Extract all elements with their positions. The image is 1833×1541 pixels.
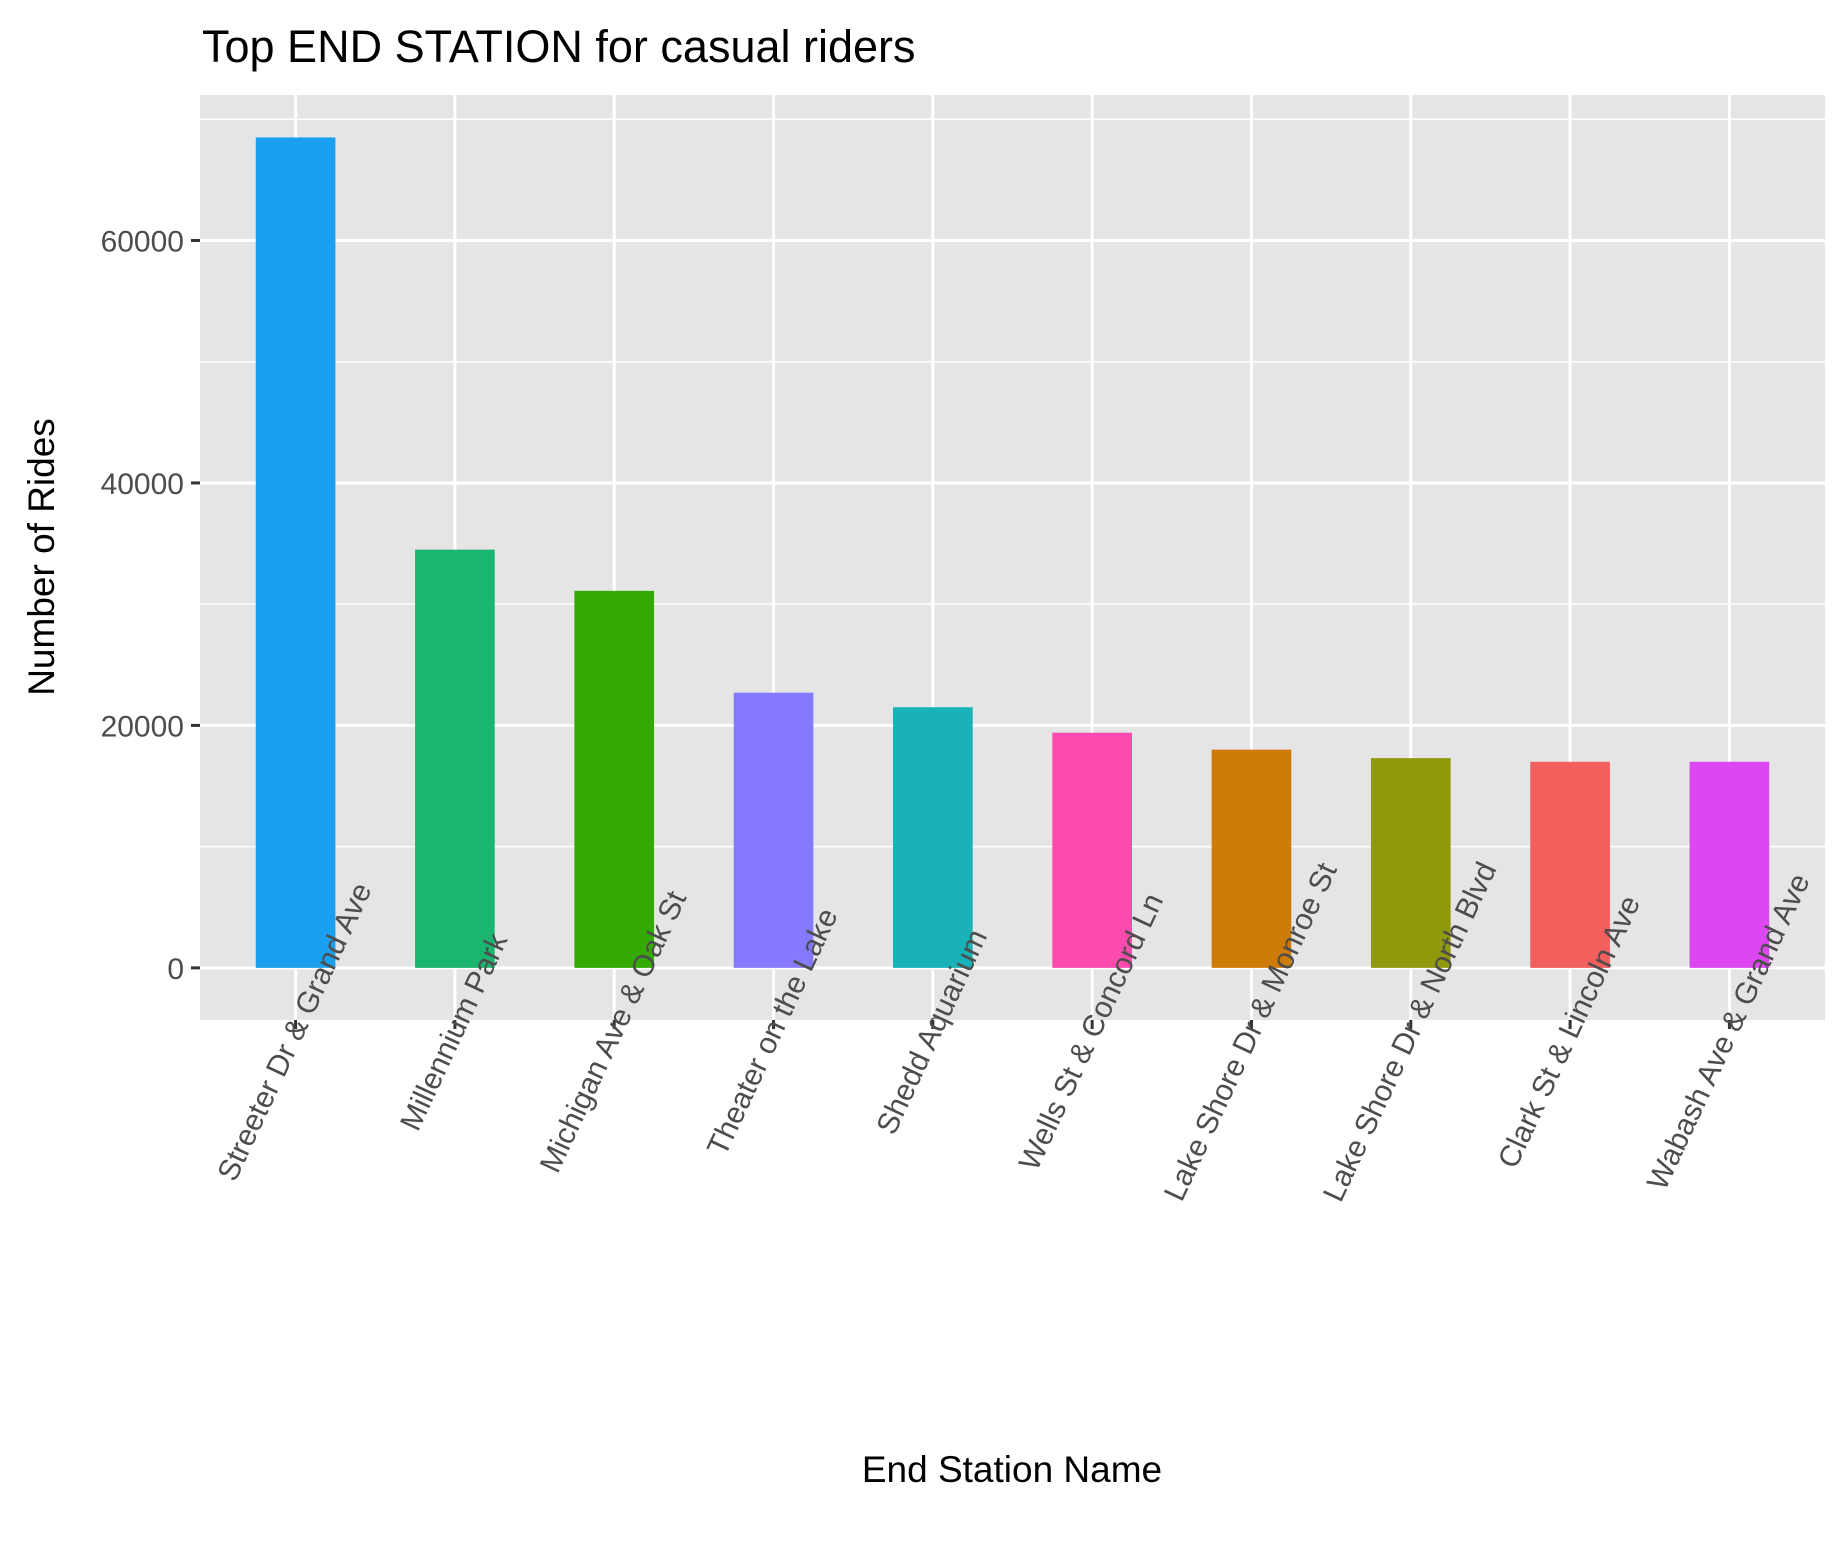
bars xyxy=(255,137,1770,968)
bar xyxy=(255,137,336,968)
bar xyxy=(1211,749,1292,968)
bar xyxy=(733,692,814,968)
bar xyxy=(1689,761,1770,968)
bar xyxy=(574,590,655,968)
bar xyxy=(893,707,973,968)
bar xyxy=(415,549,495,968)
y-axis: 0 20000 40000 60000 xyxy=(101,225,200,986)
y-axis-title: Number of Rides xyxy=(21,418,62,696)
bar xyxy=(1052,732,1132,968)
bar xyxy=(1370,758,1451,968)
y-tick-label: 60000 xyxy=(101,225,184,258)
y-tick-label: 40000 xyxy=(101,468,184,501)
y-tick-label: 0 xyxy=(167,953,184,986)
bar xyxy=(1530,761,1610,968)
x-axis-title: End Station Name xyxy=(862,1449,1162,1490)
chart-title: Top END STATION for casual riders xyxy=(202,21,916,72)
y-tick-label: 20000 xyxy=(101,710,184,743)
